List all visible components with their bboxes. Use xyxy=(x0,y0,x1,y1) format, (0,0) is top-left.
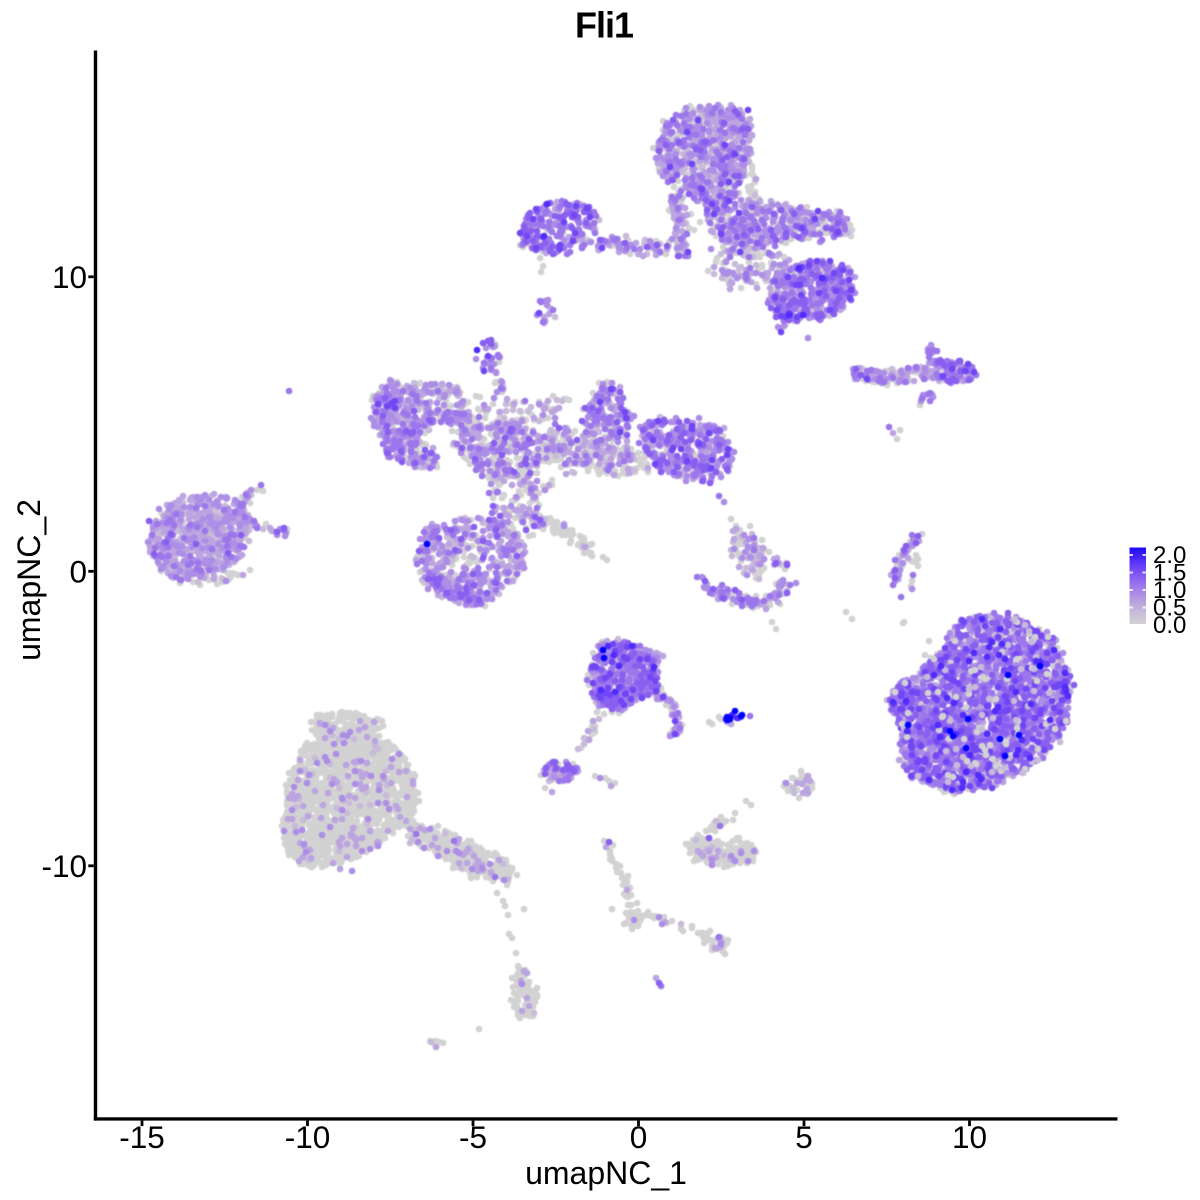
svg-text:10: 10 xyxy=(52,259,87,295)
svg-text:-5: -5 xyxy=(459,1119,487,1155)
svg-text:-15: -15 xyxy=(119,1119,165,1155)
svg-text:-10: -10 xyxy=(285,1119,331,1155)
svg-text:2.0: 2.0 xyxy=(1153,542,1186,569)
svg-text:Fli1: Fli1 xyxy=(575,5,634,46)
svg-text:umapNC_2: umapNC_2 xyxy=(11,499,47,661)
svg-text:umapNC_1: umapNC_1 xyxy=(525,1155,687,1191)
svg-text:0: 0 xyxy=(69,553,87,589)
svg-text:0.5: 0.5 xyxy=(1153,595,1186,622)
svg-text:-10: -10 xyxy=(41,848,87,884)
svg-text:0.0: 0.0 xyxy=(1153,612,1186,639)
svg-text:5: 5 xyxy=(795,1119,813,1155)
svg-text:1.0: 1.0 xyxy=(1153,577,1186,604)
svg-text:0: 0 xyxy=(630,1119,648,1155)
svg-text:1.5: 1.5 xyxy=(1153,560,1186,587)
svg-text:10: 10 xyxy=(952,1119,987,1155)
